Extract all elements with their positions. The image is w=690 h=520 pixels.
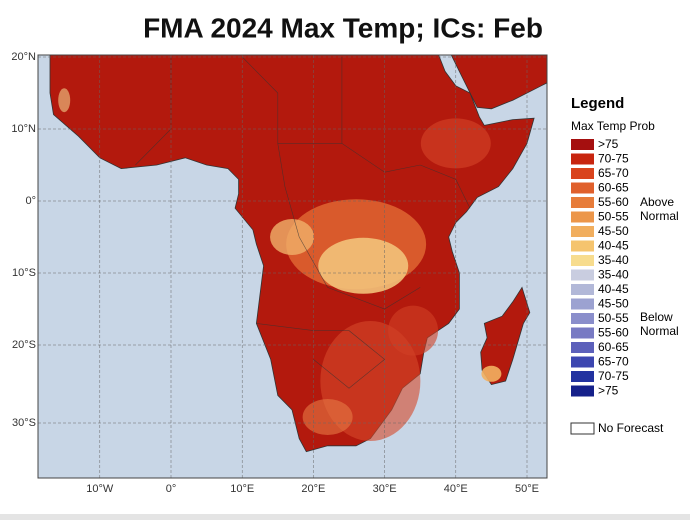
legend-label: 65-70 bbox=[598, 166, 629, 180]
probability-patch bbox=[388, 305, 439, 356]
legend-swatch bbox=[571, 226, 594, 237]
legend-swatch bbox=[571, 168, 594, 179]
map-title: FMA 2024 Max Temp; ICs: Feb bbox=[143, 12, 543, 43]
latitude-label: 10°N bbox=[11, 123, 36, 135]
latitude-label: 10°S bbox=[12, 267, 36, 279]
longitude-label: 40°E bbox=[444, 483, 468, 495]
legend-swatch bbox=[571, 371, 594, 382]
legend-swatch bbox=[571, 139, 594, 150]
legend-swatch bbox=[571, 211, 594, 223]
legend-swatch bbox=[571, 182, 594, 194]
legend-label: 70-75 bbox=[598, 369, 629, 383]
legend-swatch bbox=[571, 356, 594, 368]
above-label: Normal bbox=[640, 209, 679, 223]
legend-label: 45-50 bbox=[598, 224, 629, 238]
legend-label: 60-65 bbox=[598, 340, 629, 354]
arabia bbox=[450, 55, 547, 110]
map-frame bbox=[37, 54, 548, 479]
below-label: Normal bbox=[640, 324, 679, 338]
legend-swatch bbox=[571, 327, 594, 339]
above-label: Above bbox=[640, 195, 674, 209]
legend-swatch bbox=[571, 197, 594, 208]
longitude-label: 0° bbox=[166, 483, 177, 495]
border bbox=[420, 164, 471, 209]
longitude-label: 30°E bbox=[373, 483, 397, 495]
probability-patch bbox=[58, 88, 71, 113]
latitude-label: 20°N bbox=[11, 51, 36, 63]
legend-label: 55-60 bbox=[598, 326, 629, 340]
legend-swatch bbox=[571, 153, 594, 165]
legend-swatch bbox=[571, 240, 594, 252]
legend-swatch bbox=[571, 298, 594, 310]
probability-patch bbox=[481, 365, 502, 382]
below-label: Below bbox=[640, 310, 673, 324]
probability-patch bbox=[270, 219, 315, 255]
latitude-label: 0° bbox=[25, 195, 36, 207]
probability-patch bbox=[420, 118, 491, 169]
legend-label: 45-50 bbox=[598, 297, 629, 311]
probability-patch bbox=[318, 237, 409, 294]
legend-label: 40-45 bbox=[598, 239, 629, 253]
legend-subtitle: Max Temp Prob bbox=[571, 119, 655, 133]
legend-label: 35-40 bbox=[598, 253, 629, 267]
longitude-label: 10°W bbox=[86, 483, 114, 495]
graticule: 20°N 10°N 0° 10°S 20°S 30°S 10°W 0° 10°E 20°E 30°E… bbox=[11, 51, 547, 495]
legend-label: 65-70 bbox=[598, 355, 629, 369]
latitude-label: 30°S bbox=[12, 417, 36, 429]
longitude-label: 10°E bbox=[230, 483, 254, 495]
longitude-label: 20°E bbox=[301, 483, 325, 495]
probability-patch bbox=[302, 399, 353, 435]
legend-label: 70-75 bbox=[598, 152, 629, 166]
legend-swatch bbox=[571, 269, 594, 281]
legend-label: >75 bbox=[598, 137, 619, 151]
madagascar bbox=[480, 286, 531, 386]
legend-label: >75 bbox=[598, 384, 619, 398]
legend: Legend Max Temp Prob Above Normal Below … bbox=[570, 95, 679, 435]
legend-label: 55-60 bbox=[598, 195, 629, 209]
latitude-label: 20°S bbox=[12, 339, 36, 351]
legend-label: 35-40 bbox=[598, 268, 629, 282]
land-layer bbox=[49, 55, 547, 453]
border bbox=[241, 56, 421, 173]
legend-swatch bbox=[571, 284, 594, 295]
legend-label: 50-55 bbox=[598, 210, 629, 224]
legend-swatch bbox=[571, 385, 594, 397]
border bbox=[256, 323, 386, 389]
legend-label: 40-45 bbox=[598, 282, 629, 296]
legend-label: 50-55 bbox=[598, 311, 629, 325]
no-forecast-label: No Forecast bbox=[598, 421, 664, 435]
legend-swatch bbox=[571, 313, 594, 324]
legend-swatch bbox=[571, 342, 594, 353]
bottom-strip bbox=[0, 514, 690, 520]
longitude-label: 50°E bbox=[515, 483, 539, 495]
no-forecast-swatch bbox=[570, 422, 595, 435]
legend-title: Legend bbox=[571, 95, 624, 112]
legend-label: 60-65 bbox=[598, 181, 629, 195]
legend-swatch bbox=[571, 255, 594, 266]
